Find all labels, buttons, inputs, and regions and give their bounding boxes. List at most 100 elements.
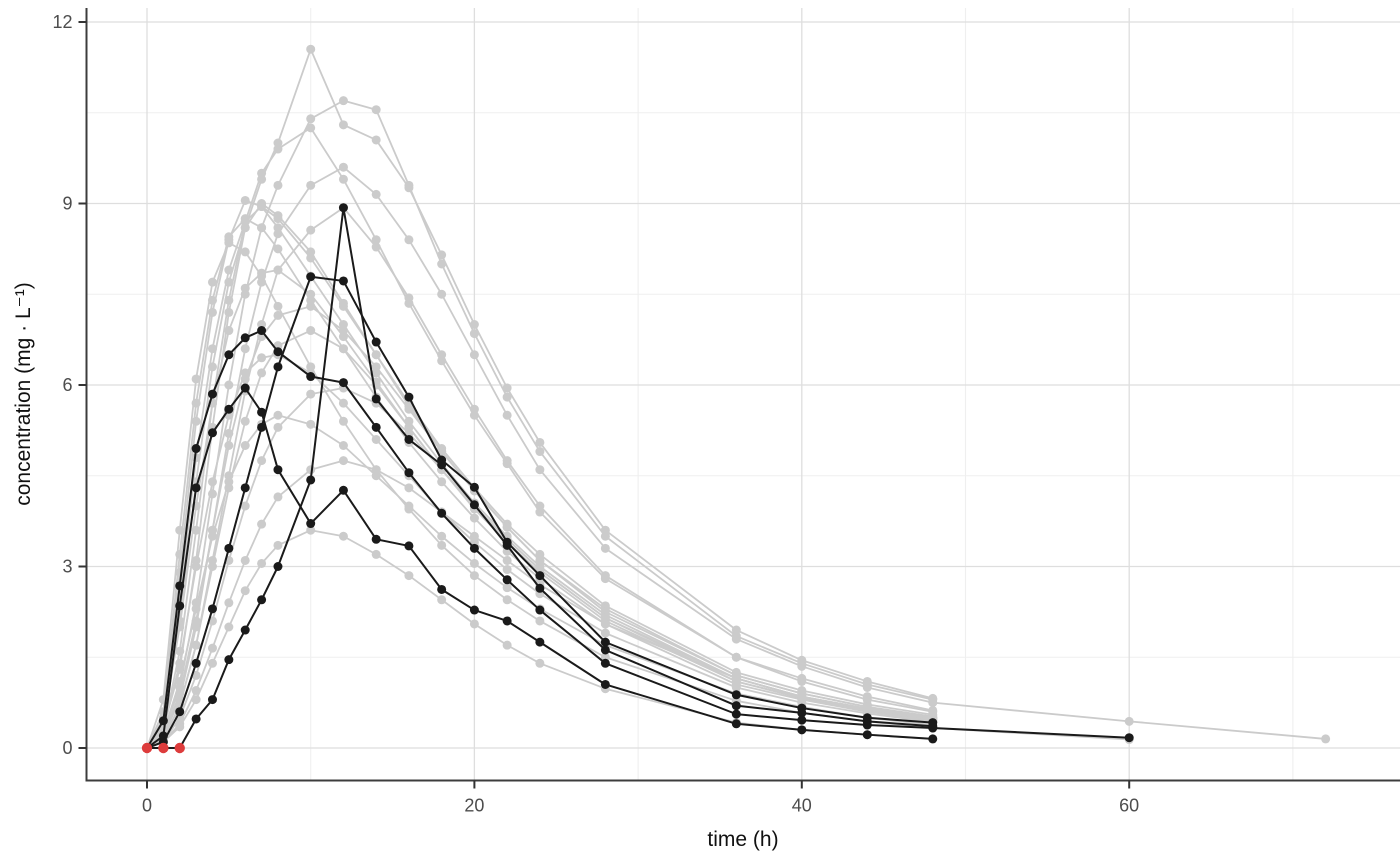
- pk-series-point: [191, 562, 201, 571]
- pk-series-point: [600, 658, 610, 668]
- pk-series-point: [797, 708, 807, 718]
- pk-series-point: [338, 398, 348, 408]
- blq-point: [141, 742, 153, 754]
- pk-series-point: [797, 715, 807, 725]
- pk-series-point: [600, 619, 610, 629]
- pk-series-point: [535, 447, 545, 457]
- pk-series-point: [224, 238, 234, 248]
- pk-series-point: [338, 298, 348, 308]
- pk-series-point: [224, 598, 234, 608]
- pk-series-point: [404, 293, 414, 303]
- pk-series-point: [797, 692, 807, 702]
- pk-series-point: [240, 223, 250, 233]
- pk-series-point: [862, 683, 872, 692]
- pk-series-point: [862, 704, 872, 714]
- pk-series-point: [371, 242, 381, 252]
- pk-series-point: [273, 540, 283, 550]
- pk-series-point: [862, 695, 872, 705]
- pk-series-point: [797, 661, 807, 671]
- pk-series-point: [240, 383, 250, 393]
- pk-series-point: [240, 195, 250, 205]
- pk-series-point: [731, 701, 741, 711]
- pk-series-point: [306, 301, 316, 311]
- pk-series-point: [306, 326, 316, 336]
- pk-series-point: [191, 640, 201, 650]
- pk-series-point: [928, 698, 938, 708]
- pk-series-point: [797, 676, 807, 686]
- pk-series-point: [338, 485, 348, 495]
- pk-series-point: [731, 652, 741, 662]
- pk-series-point: [1124, 733, 1134, 743]
- pk-series-point: [273, 410, 283, 420]
- pk-series-point: [535, 571, 545, 581]
- pk-series-point: [404, 571, 414, 581]
- pk-series-point: [437, 460, 447, 470]
- grid-layer: [86, 8, 1400, 781]
- pk-series-point: [371, 465, 381, 475]
- pk-series-point: [240, 416, 250, 426]
- pk-series-line: [146, 217, 934, 749]
- pk-series-point: [240, 483, 250, 493]
- pk-series-point: [257, 326, 267, 336]
- pk-series-point: [502, 616, 512, 626]
- pk-series-point: [502, 383, 512, 393]
- pk-series-point: [437, 350, 447, 360]
- pk-series-point: [535, 658, 545, 668]
- pk-series-point: [273, 265, 283, 275]
- pk-series-point: [371, 337, 381, 347]
- pk-series-line: [146, 206, 934, 749]
- pk-series-point: [224, 404, 234, 414]
- pk-series-point: [535, 637, 545, 647]
- pk-series-point: [535, 465, 545, 475]
- x-tick-label: 60: [1119, 796, 1139, 816]
- pk-series-point: [224, 477, 234, 487]
- pk-series-point: [469, 350, 479, 360]
- pk-series-gray-04: [142, 162, 1331, 753]
- pk-series-point: [502, 640, 512, 650]
- pk-series-point: [224, 326, 234, 336]
- pk-series-point: [502, 565, 512, 575]
- pk-series-point: [338, 456, 348, 466]
- pk-series-line: [146, 387, 934, 749]
- y-tick-label: 9: [62, 194, 72, 214]
- pk-series-point: [240, 501, 250, 511]
- pk-series-point: [404, 404, 414, 414]
- pk-series-point: [224, 441, 234, 450]
- pk-series-point: [502, 595, 512, 605]
- pk-series-point: [240, 625, 250, 635]
- pk-series-point: [240, 333, 250, 343]
- pk-series-point: [273, 144, 283, 154]
- pk-series-point: [437, 259, 447, 269]
- pk-series-point: [224, 277, 234, 287]
- pk-series-point: [257, 407, 267, 417]
- pk-series-point: [273, 465, 283, 475]
- pk-series-highlight-2: [142, 383, 938, 753]
- blq-point: [158, 742, 169, 754]
- pk-series-point: [175, 676, 185, 686]
- pk-series-point: [306, 114, 316, 124]
- pk-series-point: [207, 531, 217, 541]
- pk-series-point: [240, 283, 250, 293]
- pk-series-line: [146, 126, 934, 749]
- pk-series-line: [146, 459, 934, 749]
- pk-series-point: [371, 549, 381, 559]
- pk-series-point: [469, 543, 479, 553]
- pk-series-point: [469, 571, 479, 581]
- pk-series-point: [404, 468, 414, 478]
- pk-series-point: [404, 392, 414, 402]
- pk-series-point: [338, 203, 348, 213]
- pk-series-point: [371, 434, 381, 444]
- pk-series-point: [191, 483, 201, 493]
- pk-series-point: [273, 362, 283, 372]
- pk-series-line: [146, 99, 934, 749]
- pk-series-point: [535, 616, 545, 626]
- pk-series-point: [273, 492, 283, 502]
- pk-series-gray-03: [142, 123, 938, 753]
- pk-series-point: [257, 223, 267, 233]
- pk-series-point: [502, 555, 512, 565]
- pk-series-point: [502, 456, 512, 466]
- pk-series-point: [535, 583, 545, 593]
- pk-series-point: [731, 690, 741, 700]
- pk-series-point: [928, 734, 938, 744]
